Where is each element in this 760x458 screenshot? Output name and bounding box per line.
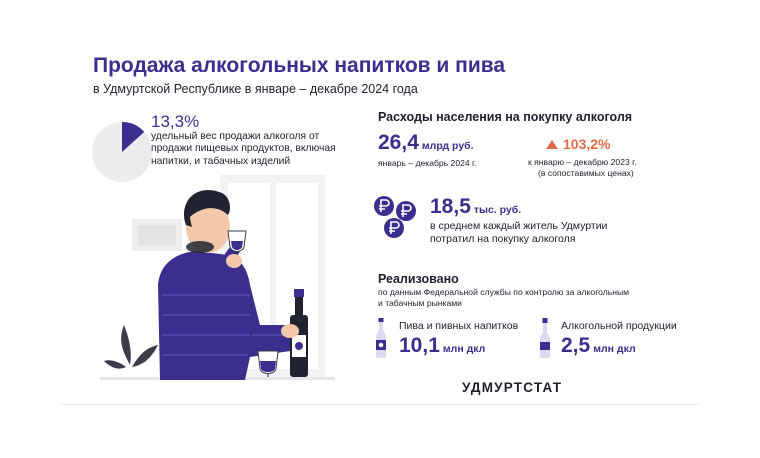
brand-logo-text: УДМУРТСТАТ bbox=[462, 380, 563, 395]
per-capita-text-line2: потратил на покупку алкоголя bbox=[430, 233, 576, 245]
per-capita: 18,5 тыс. руб. bbox=[430, 195, 521, 219]
per-capita-text-line1: в среднем каждый житель Удмуртии bbox=[430, 220, 608, 232]
per-capita-value: 18,5 bbox=[430, 195, 471, 218]
spending-total-period: январь – декабрь 2024 г. bbox=[378, 158, 477, 168]
spending-total-value: 26,4 bbox=[378, 131, 419, 154]
growth-note-line1: к январю – декабрю 2023 г. bbox=[528, 157, 637, 167]
sold-source-line1: по данным Федеральной службы по контролю… bbox=[378, 287, 630, 297]
bottom-divider bbox=[60, 404, 700, 405]
per-capita-unit: тыс. руб. bbox=[473, 204, 522, 216]
alcohol-label: Алкогольной продукции bbox=[561, 320, 677, 332]
beer-value: 10,1 bbox=[399, 334, 440, 357]
growth-note-line2: (в сопоставимых ценах) bbox=[538, 168, 634, 178]
share-description: удельный вес продажи алкоголя от продажи… bbox=[151, 131, 336, 167]
page-title: Продажа алкогольных напитков и пива bbox=[93, 54, 506, 77]
sold-heading: Реализовано bbox=[378, 272, 459, 286]
spending-total: 26,4 млрд руб. bbox=[378, 131, 474, 155]
growth-value: 103,2% bbox=[563, 136, 611, 152]
triangle-up-icon bbox=[546, 140, 558, 149]
beer-bottle-icon bbox=[376, 318, 386, 358]
share-value: 13,3% bbox=[151, 112, 200, 131]
alcohol-value: 2,5 bbox=[561, 334, 591, 357]
alcohol-unit: млн дкл bbox=[593, 343, 636, 355]
coins-ruble-icon bbox=[374, 196, 416, 238]
sold-source-line2: и табачным рынками bbox=[378, 298, 462, 308]
beer-volume: 10,1 млн дкл bbox=[399, 334, 485, 358]
spending-heading: Расходы населения на покупку алкоголя bbox=[378, 110, 633, 124]
pie-share-icon bbox=[92, 122, 152, 182]
page-subtitle: в Удмуртской Республике в январе – декаб… bbox=[93, 82, 418, 96]
man-drinking-illustration bbox=[100, 175, 335, 380]
vodka-bottle-icon bbox=[540, 318, 550, 358]
alcohol-volume: 2,5 млн дкл bbox=[561, 334, 636, 358]
beer-label: Пива и пивных напитков bbox=[399, 320, 519, 332]
beer-unit: млн дкл bbox=[442, 343, 486, 355]
spending-total-unit: млрд руб. bbox=[421, 140, 474, 152]
